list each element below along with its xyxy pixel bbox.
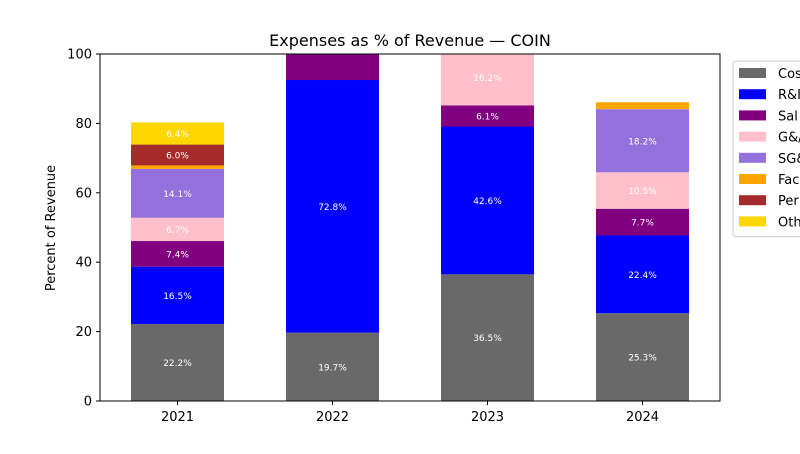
legend-label-sales: Sal [778, 109, 798, 124]
bar-label-cost-2021: 22.2% [163, 359, 192, 369]
bar-sg-a-2021 [131, 168, 224, 218]
bar-label-sg-a-2021: 14.1% [163, 190, 192, 200]
legend-label-cost: Cos [778, 67, 800, 82]
bar-sales-2021 [131, 241, 224, 267]
plot-frame [99, 53, 721, 402]
bar-labels-layer: 22.2% 16.5% 7.4% 6.7% 14.1% 6.0% 6.4% 19.7% 72.8… [163, 74, 657, 374]
bar-sales-2022 [286, 54, 379, 81]
bar-label-sales-2023: 6.1% [476, 112, 499, 122]
bar-cost-2023 [441, 274, 534, 401]
bar-g-a-2024 [596, 172, 689, 209]
legend-label-r-d: R&I [778, 88, 800, 103]
chart-title: Expenses as % of Revenue — COIN [269, 31, 551, 50]
legend-swatch-personnel [739, 195, 766, 206]
bar-g-a-2021 [131, 217, 224, 242]
y-tick-label-60: 60 [75, 186, 92, 201]
bar-sales-2024 [596, 208, 689, 236]
y-tick-label-0: 0 [84, 395, 92, 410]
legend-label-personnel: Per [778, 194, 799, 209]
legend-swatch-facilities [739, 174, 766, 184]
y-tick-label-40: 40 [75, 256, 92, 271]
y-tick-label-20: 20 [75, 325, 92, 340]
bar-facilities-2021 [131, 165, 224, 169]
bar-sales-2023 [441, 105, 534, 127]
bar-label-r-d-2022: 72.8% [318, 203, 347, 213]
bar-r-d-2022 [286, 80, 379, 333]
axes-layer: 2021 2022 2023 2024 0 20 40 60 80 100 [67, 48, 659, 426]
bar-r-d-2024 [596, 235, 689, 314]
x-tick-label-2023: 2023 [471, 410, 504, 425]
bar-r-d-2023 [441, 126, 534, 275]
legend-label-g-a: G&/ [778, 131, 800, 146]
x-tick-label-2024: 2024 [626, 410, 659, 425]
bar-g-a-2023 [441, 54, 534, 106]
legend-swatch-g-a [739, 131, 766, 142]
legend-swatch-other [739, 216, 766, 227]
bars-layer [131, 54, 689, 401]
legend-box [732, 60, 800, 238]
bar-label-cost-2022: 19.7% [318, 363, 347, 373]
bar-label-g-a-2023: 16.2% [473, 74, 502, 84]
bar-label-other-2021: 6.4% [166, 130, 189, 140]
bar-cost-2021 [131, 323, 224, 401]
legend: Cos R&I Sal G&/ SG&Fac Per Oth [732, 60, 800, 238]
x-tick-label-2021: 2021 [161, 410, 194, 425]
legend-swatch-sales [739, 110, 766, 121]
legend-swatch-sg-a [739, 152, 766, 163]
y-axis-label: Percent of Revenue [44, 165, 59, 291]
legend-swatch-cost [739, 68, 766, 78]
bar-cost-2022 [286, 332, 379, 401]
y-tick-label-80: 80 [75, 117, 92, 132]
bar-cost-2024 [596, 313, 689, 401]
bar-label-g-a-2021: 6.7% [166, 226, 189, 236]
bar-label-cost-2023: 36.5% [473, 334, 502, 344]
bar-label-sg-a-2024: 18.2% [628, 137, 657, 147]
y-tick-label-100: 100 [67, 48, 92, 63]
bar-personnel-2021 [131, 144, 224, 166]
x-tick-label-2022: 2022 [316, 410, 349, 425]
legend-label-facilities: Fac [778, 173, 799, 188]
bar-label-r-d-2023: 42.6% [473, 197, 502, 207]
bar-label-sales-2021: 7.4% [166, 250, 189, 260]
bar-label-personnel-2021: 6.0% [166, 151, 189, 161]
bar-r-d-2021 [131, 266, 224, 324]
bar-facilities-2024 [596, 102, 689, 110]
bar-label-sales-2024: 7.7% [631, 219, 654, 229]
legend-swatch-r-d [739, 89, 766, 100]
bar-label-cost-2024: 25.3% [628, 354, 657, 364]
legend-label-other: Oth [778, 215, 800, 230]
bar-other-2021 [131, 122, 224, 145]
legend-label-sg-a: SG& [778, 152, 800, 167]
bar-sg-a-2024 [596, 109, 689, 173]
bar-label-g-a-2024: 10.5% [628, 187, 657, 197]
bar-label-r-d-2021: 16.5% [163, 292, 192, 302]
bar-label-r-d-2024: 22.4% [628, 271, 657, 281]
